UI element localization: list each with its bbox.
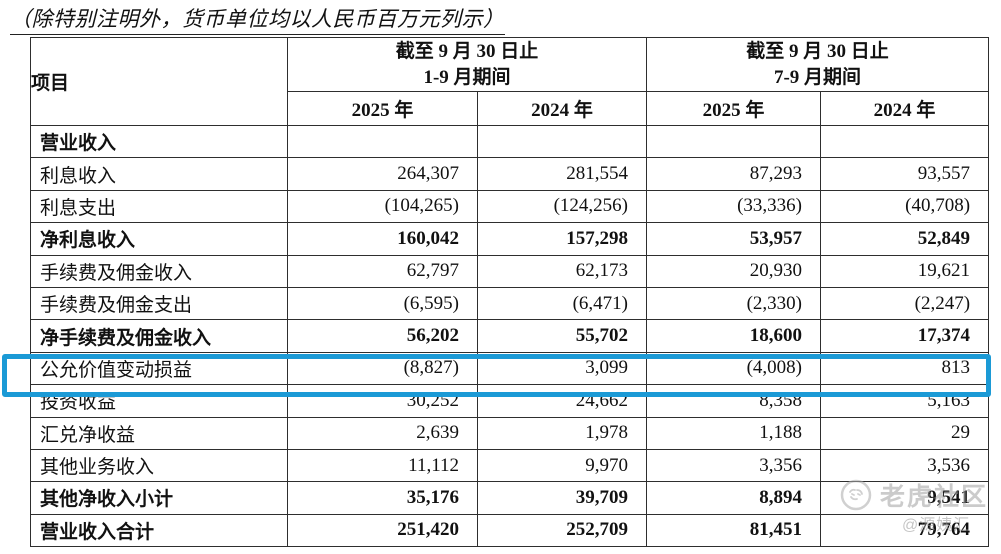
- row-value: 9,970: [476, 448, 648, 483]
- row-value: 24,662: [476, 384, 648, 418]
- row-value: 3,356: [646, 448, 822, 483]
- col-group-ytd-line2: 1-9 月期间: [423, 66, 511, 88]
- header-year-row: 2025 年 2024 年 2025 年 2024 年: [31, 91, 990, 126]
- row-value: 157,298: [476, 222, 648, 256]
- row-value: 160,042: [287, 222, 478, 256]
- row-label: 汇兑净收益: [30, 416, 288, 450]
- table-row: 营业收入合计 251,420 252,709 81,451 79,764: [30, 513, 990, 548]
- col-header-quarter-2025: 2025 年: [646, 91, 822, 126]
- col-group-quarter-line1: 截至 9 月 30 日止: [746, 40, 889, 62]
- table-row: 手续费及佣金支出 (6,595) (6,471) (2,330) (2,247): [30, 286, 990, 321]
- table-row: 公允价值变动损益 (8,827) 3,099 (4,008) 813: [30, 351, 990, 386]
- col-group-quarter: 截至 9 月 30 日止 7-9 月期间: [646, 37, 990, 92]
- row-value: [646, 124, 822, 159]
- col-header-item: 项目: [30, 37, 288, 126]
- row-value: 5,163: [820, 384, 990, 418]
- row-value: 56,202: [287, 319, 478, 353]
- row-value: 19,621: [820, 254, 990, 288]
- table-row: 手续费及佣金收入 62,797 62,173 20,930 19,621: [30, 254, 990, 288]
- row-value: 17,374: [820, 319, 990, 353]
- table-row: 其他净收入小计 35,176 39,709 8,894 9,541: [30, 481, 990, 515]
- row-value: 55,702: [476, 319, 648, 353]
- row-value: 252,709: [476, 513, 648, 548]
- row-value: [287, 124, 478, 159]
- table-row: 净手续费及佣金收入 56,202 55,702 18,600 17,374: [30, 319, 990, 353]
- col-group-quarter-line2: 7-9 月期间: [773, 66, 862, 88]
- row-value: (40,708): [820, 189, 990, 224]
- row-value: 3,536: [820, 448, 990, 483]
- col-header-ytd-2024: 2024 年: [476, 91, 648, 126]
- row-value: 81,451: [646, 513, 822, 548]
- row-value: [476, 124, 648, 159]
- row-label: 营业收入合计: [30, 513, 288, 548]
- row-value: (2,330): [646, 286, 822, 321]
- row-label: 公允价值变动损益: [30, 351, 288, 386]
- row-value: (33,336): [646, 189, 822, 224]
- row-value: 39,709: [476, 481, 648, 515]
- row-value: 35,176: [287, 481, 478, 515]
- currency-note: （除特别注明外，货币单位均以人民币百万元列示）: [10, 3, 505, 35]
- row-value: (6,595): [287, 286, 478, 321]
- row-value: 93,557: [820, 157, 990, 191]
- table-row: 其他业务收入 11,112 9,970 3,356 3,536: [30, 448, 990, 483]
- row-value: 79,764: [820, 513, 990, 548]
- table-row: 汇兑净收益 2,639 1,978 1,188 29: [30, 416, 990, 450]
- row-value: (124,256): [476, 189, 648, 224]
- row-value: 8,358: [646, 384, 822, 418]
- row-value: 52,849: [820, 222, 990, 256]
- row-label: 利息支出: [30, 189, 288, 224]
- row-value: 1,978: [476, 416, 648, 450]
- table-row: 净利息收入 160,042 157,298 53,957 52,849: [30, 222, 990, 256]
- row-value: 1,188: [646, 416, 822, 450]
- row-value: 251,420: [287, 513, 478, 548]
- row-label: 其他净收入小计: [30, 481, 288, 515]
- row-value: 30,252: [287, 384, 478, 418]
- table-row: 营业收入: [30, 124, 990, 159]
- row-value: 8,894: [646, 481, 822, 515]
- row-value: 62,173: [476, 254, 648, 288]
- row-value: 2,639: [287, 416, 478, 450]
- col-group-ytd: 截至 9 月 30 日止 1-9 月期间: [286, 37, 648, 92]
- row-value: 62,797: [287, 254, 478, 288]
- row-value: 3,099: [476, 351, 648, 386]
- header-group-row: 项目 截至 9 月 30 日止 1-9 月期间 截至 9 月 30 日止 7-9…: [30, 37, 990, 126]
- row-label: 投资收益: [30, 384, 288, 418]
- row-label: 利息收入: [30, 157, 288, 191]
- row-value: 9,541: [820, 481, 990, 515]
- row-value: 18,600: [646, 319, 822, 353]
- row-value: (8,827): [287, 351, 478, 386]
- row-value: (2,247): [820, 286, 990, 321]
- table-row: 利息收入 264,307 281,554 87,293 93,557: [30, 157, 990, 191]
- row-value: 20,930: [646, 254, 822, 288]
- row-value: 29: [820, 416, 990, 450]
- row-value: 281,554: [476, 157, 648, 191]
- col-group-ytd-line1: 截至 9 月 30 日止: [395, 40, 539, 62]
- row-value: 53,957: [646, 222, 822, 256]
- income-statement-table: 项目 截至 9 月 30 日止 1-9 月期间 截至 9 月 30 日止 7-9…: [30, 37, 990, 548]
- row-value: 87,293: [646, 157, 822, 191]
- row-label: 净利息收入: [30, 222, 288, 256]
- row-label: 净手续费及佣金收入: [30, 319, 288, 353]
- row-label: 手续费及佣金收入: [30, 254, 288, 288]
- table-row: 投资收益 30,252 24,662 8,358 5,163: [30, 384, 990, 418]
- row-value: 11,112: [287, 448, 478, 483]
- row-label: 其他业务收入: [30, 448, 288, 483]
- row-value: 264,307: [287, 157, 478, 191]
- row-value: [820, 124, 990, 159]
- table-row: 利息支出 (104,265) (124,256) (33,336) (40,70…: [30, 189, 990, 224]
- row-label: 营业收入: [30, 124, 288, 159]
- col-header-quarter-2024: 2024 年: [820, 91, 990, 126]
- col-header-ytd-2025: 2025 年: [287, 91, 478, 126]
- row-label: 手续费及佣金支出: [30, 286, 288, 321]
- row-value: 813: [820, 351, 990, 386]
- row-value: (104,265): [287, 189, 478, 224]
- row-value: (4,008): [646, 351, 822, 386]
- row-value: (6,471): [476, 286, 648, 321]
